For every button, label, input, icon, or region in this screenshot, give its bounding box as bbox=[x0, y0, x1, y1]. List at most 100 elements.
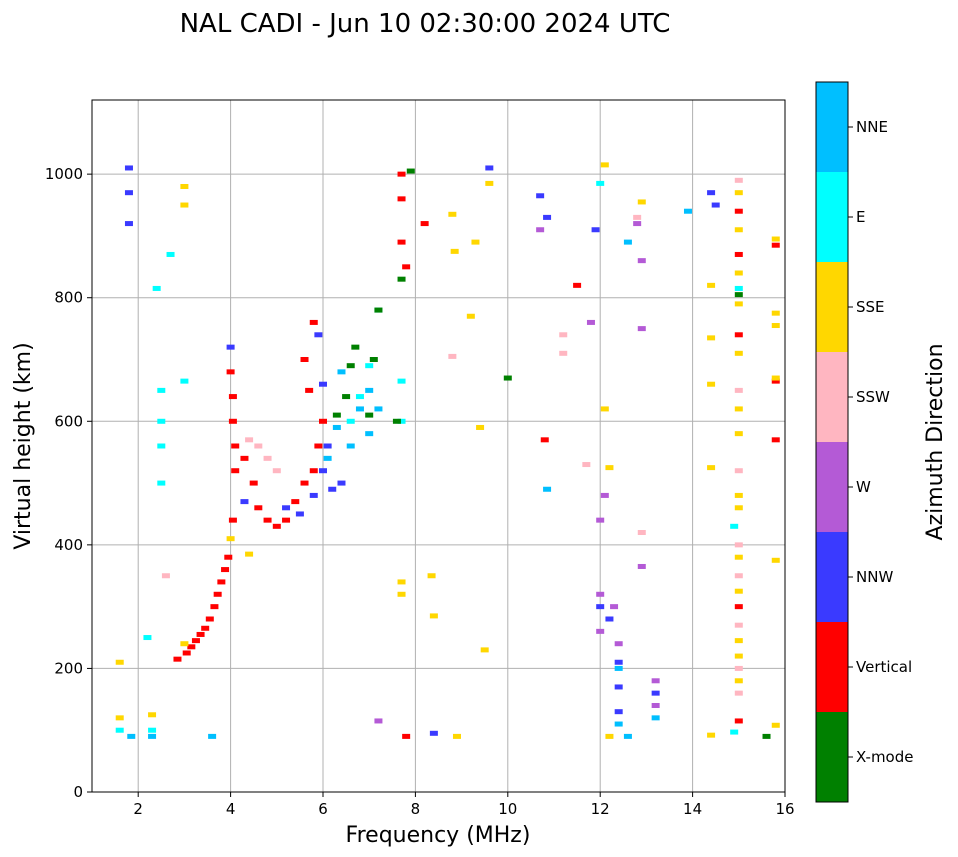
data-point bbox=[328, 486, 337, 492]
series-sse bbox=[115, 162, 780, 739]
data-point bbox=[355, 406, 364, 412]
data-point bbox=[734, 177, 743, 183]
data-point bbox=[707, 381, 716, 387]
data-point bbox=[734, 190, 743, 196]
colorbar-tick-label: NNW bbox=[856, 568, 893, 586]
data-point bbox=[191, 638, 200, 644]
data-point bbox=[734, 678, 743, 684]
data-point bbox=[543, 486, 552, 492]
data-point bbox=[224, 554, 233, 560]
x-tick-label: 2 bbox=[133, 800, 143, 818]
data-point bbox=[342, 394, 351, 400]
data-point bbox=[600, 406, 609, 412]
data-point bbox=[228, 394, 237, 400]
data-point bbox=[771, 378, 780, 384]
y-tick-label: 600 bbox=[54, 412, 83, 430]
data-point bbox=[148, 727, 157, 733]
data-point bbox=[586, 319, 595, 325]
data-point bbox=[397, 171, 406, 177]
data-point bbox=[734, 387, 743, 393]
colorbar-segment bbox=[816, 442, 848, 532]
data-point bbox=[272, 523, 281, 529]
data-point bbox=[711, 202, 720, 208]
data-point bbox=[600, 492, 609, 498]
data-point bbox=[623, 733, 632, 739]
data-point bbox=[406, 168, 415, 174]
data-point bbox=[734, 638, 743, 644]
data-point bbox=[369, 357, 378, 362]
data-point bbox=[734, 350, 743, 356]
data-point bbox=[582, 462, 591, 468]
data-point bbox=[226, 369, 235, 375]
data-point bbox=[734, 690, 743, 696]
data-point bbox=[559, 350, 568, 356]
data-point bbox=[402, 264, 411, 270]
data-point bbox=[231, 443, 240, 449]
data-point bbox=[600, 162, 609, 168]
data-point bbox=[309, 319, 318, 325]
data-point bbox=[263, 455, 272, 461]
data-point bbox=[332, 424, 341, 430]
data-point bbox=[346, 443, 355, 449]
colorbar-segment bbox=[816, 352, 848, 442]
data-point bbox=[374, 307, 383, 313]
data-point bbox=[365, 363, 374, 369]
data-point bbox=[157, 387, 166, 393]
data-point bbox=[355, 394, 364, 400]
data-point bbox=[734, 665, 743, 671]
data-point bbox=[651, 690, 660, 696]
data-point bbox=[605, 616, 614, 622]
data-point bbox=[397, 196, 406, 202]
data-point bbox=[485, 180, 494, 186]
series-e bbox=[115, 180, 743, 735]
x-tick-label: 14 bbox=[683, 800, 702, 818]
data-point bbox=[734, 285, 743, 291]
y-tick-label: 200 bbox=[54, 659, 83, 677]
data-point bbox=[614, 641, 623, 647]
data-point bbox=[397, 579, 406, 585]
data-point bbox=[337, 480, 346, 486]
data-point bbox=[351, 344, 360, 350]
data-point bbox=[217, 579, 226, 585]
data-point bbox=[309, 468, 318, 474]
data-point bbox=[707, 335, 716, 341]
data-point bbox=[476, 424, 485, 430]
data-point bbox=[452, 733, 461, 739]
data-point bbox=[734, 406, 743, 412]
data-point bbox=[300, 357, 309, 362]
colorbar-tick-label: X-mode bbox=[856, 748, 913, 766]
data-point bbox=[596, 180, 605, 186]
data-point bbox=[323, 455, 332, 461]
data-point bbox=[734, 468, 743, 474]
data-point bbox=[651, 715, 660, 721]
data-point bbox=[596, 517, 605, 523]
x-tick-label: 12 bbox=[591, 800, 610, 818]
data-point bbox=[734, 718, 743, 724]
data-point bbox=[480, 647, 489, 653]
data-point bbox=[771, 310, 780, 316]
data-point bbox=[466, 313, 475, 319]
data-point bbox=[196, 631, 205, 637]
data-point bbox=[707, 282, 716, 288]
series-w bbox=[374, 221, 660, 724]
data-point bbox=[124, 221, 133, 227]
data-point bbox=[734, 227, 743, 233]
data-point bbox=[365, 387, 374, 393]
x-tick-label: 4 bbox=[226, 800, 236, 818]
x-axis-ticks: 2 4 6 8 10 12 14 16 bbox=[133, 792, 795, 818]
data-point bbox=[707, 465, 716, 471]
data-point bbox=[346, 363, 355, 369]
data-point bbox=[210, 604, 219, 610]
data-point bbox=[254, 505, 263, 511]
colorbar-tick-label: SSE bbox=[856, 298, 885, 316]
x-axis-label: Frequency (MHz) bbox=[346, 823, 531, 848]
data-point bbox=[374, 718, 383, 724]
grid-lines bbox=[92, 100, 785, 792]
data-point bbox=[427, 573, 436, 579]
data-point bbox=[226, 536, 235, 542]
colorbar-label: Azimuth Direction bbox=[923, 343, 948, 540]
data-point bbox=[771, 437, 780, 443]
data-point bbox=[180, 378, 189, 384]
chart-title: NAL CADI - Jun 10 02:30:00 2024 UTC bbox=[180, 9, 671, 39]
